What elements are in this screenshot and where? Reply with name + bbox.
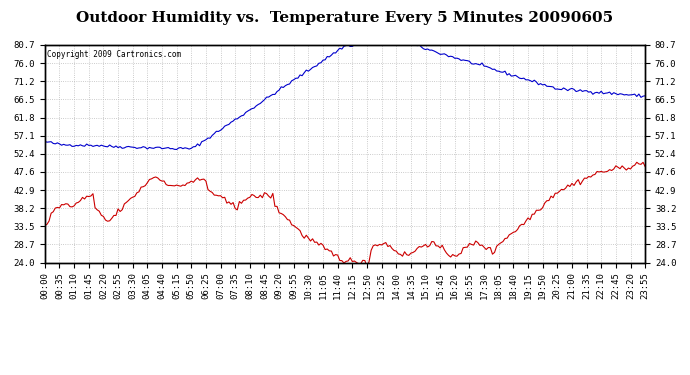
Text: Copyright 2009 Cartronics.com: Copyright 2009 Cartronics.com [47, 51, 181, 59]
Text: Outdoor Humidity vs.  Temperature Every 5 Minutes 20090605: Outdoor Humidity vs. Temperature Every 5… [77, 11, 613, 25]
